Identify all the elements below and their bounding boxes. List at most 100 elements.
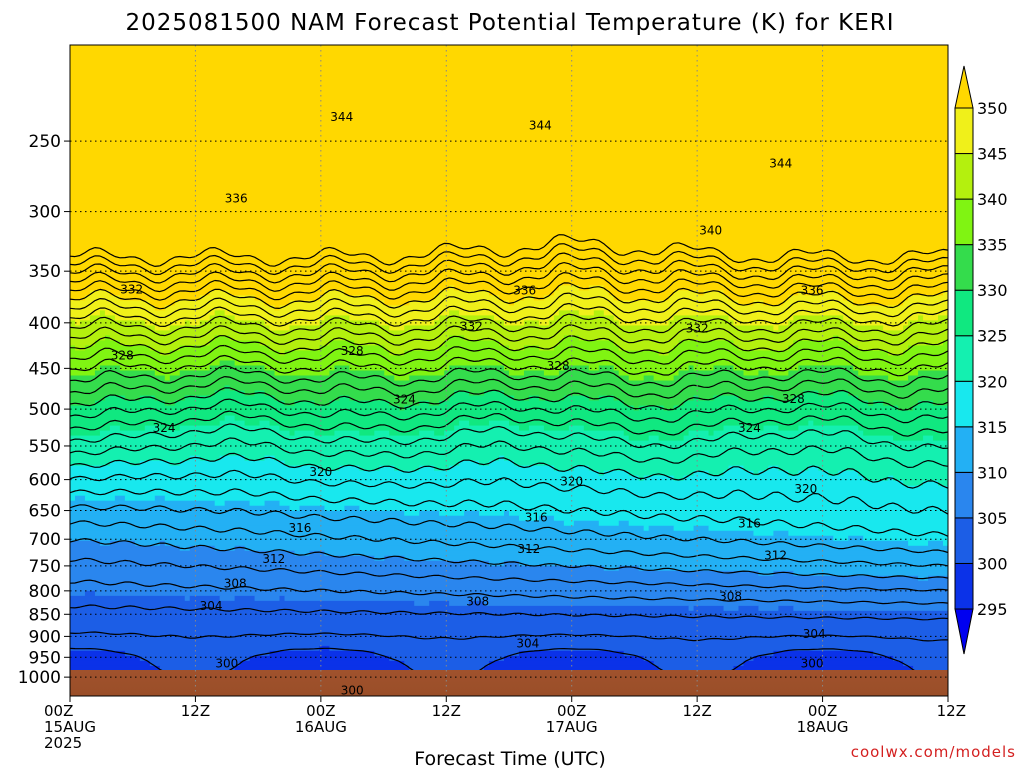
- band-cell: [813, 420, 948, 427]
- band-cell: [184, 320, 191, 327]
- band-cell: [598, 520, 620, 527]
- band-cell: [758, 470, 789, 477]
- band-cell: [70, 635, 948, 642]
- band-cell: [518, 425, 530, 432]
- band-cell: [70, 440, 948, 447]
- band-cell: [384, 555, 405, 562]
- band-cell: [793, 395, 859, 402]
- band-cell: [139, 460, 171, 467]
- band-cell: [833, 535, 849, 542]
- band-cell: [788, 295, 844, 301]
- band-cell: [94, 590, 948, 597]
- band-cell: [763, 300, 784, 306]
- band-cell: [70, 165, 948, 171]
- band-cell: [70, 540, 101, 547]
- band-cell: [538, 320, 550, 327]
- contour-354: [70, 262, 948, 293]
- band-cell: [563, 335, 580, 342]
- band-cell: [70, 210, 948, 216]
- colorbar-segment-340: [954, 153, 974, 200]
- band-cell: [99, 310, 106, 317]
- band-cell: [179, 460, 286, 467]
- band-cell: [818, 465, 948, 472]
- contour-334: [70, 365, 948, 388]
- band-cell: [908, 540, 929, 547]
- band-cell: [70, 325, 156, 332]
- band-cell: [99, 540, 111, 547]
- band-cell: [638, 565, 948, 572]
- band-cell: [583, 425, 725, 432]
- band-cell: [279, 595, 286, 602]
- band-cell: [903, 480, 924, 487]
- band-cell: [464, 335, 565, 342]
- band-cell: [70, 605, 690, 612]
- band-cell: [469, 600, 485, 607]
- band-cell: [538, 345, 555, 352]
- band-cell: [209, 365, 266, 372]
- x-tick-label-24-0: 00Z: [306, 702, 335, 720]
- contour-label-344: 344: [330, 110, 353, 124]
- band-cell: [70, 565, 605, 572]
- contour-label-300: 300: [341, 683, 364, 697]
- band-cell: [294, 400, 316, 407]
- band-cell: [798, 290, 804, 296]
- colorbar-extend-bottom: [954, 608, 974, 655]
- band-cell: [254, 595, 281, 602]
- band-cell: [70, 265, 948, 271]
- band-cell: [404, 555, 948, 562]
- band-cell: [70, 275, 948, 281]
- band-cell: [683, 400, 869, 407]
- band-cell: [688, 430, 710, 437]
- band-cell: [848, 340, 944, 347]
- band-cell: [658, 435, 685, 442]
- band-cell: [489, 660, 655, 667]
- band-cell: [294, 550, 311, 557]
- colorbar-label-310: 310: [977, 463, 1008, 482]
- band-cell: [923, 480, 939, 487]
- band-cell: [84, 590, 96, 597]
- contour-label-336: 336: [801, 284, 824, 298]
- band-cell: [389, 400, 420, 407]
- band-cell: [553, 465, 575, 472]
- band-cell: [768, 465, 779, 472]
- band-cell: [523, 295, 535, 301]
- band-cell: [653, 660, 745, 667]
- band-cell: [70, 225, 948, 231]
- band-cell: [70, 410, 948, 417]
- band-cell: [753, 655, 894, 662]
- band-cell: [743, 370, 760, 377]
- colorbar-label-305: 305: [977, 509, 1008, 528]
- band-cell: [379, 320, 435, 327]
- band-cell: [119, 425, 146, 432]
- band-cell: [713, 365, 735, 372]
- band-cell: [70, 180, 948, 186]
- band-cell: [119, 295, 201, 301]
- band-cell: [838, 335, 948, 342]
- band-cell: [109, 335, 216, 342]
- band-cell: [70, 125, 948, 131]
- y-tick-label-900: 900: [29, 627, 61, 647]
- band-cell: [70, 195, 948, 201]
- band-cell: [329, 340, 355, 347]
- band-cell: [788, 370, 859, 377]
- band-cell: [199, 295, 256, 301]
- band-cell: [873, 400, 884, 407]
- band-cell: [723, 470, 755, 477]
- band-cell: [70, 510, 405, 517]
- band-cell: [269, 650, 375, 657]
- band-cell: [344, 290, 440, 296]
- band-cell: [139, 655, 251, 662]
- band-cell: [70, 405, 400, 412]
- band-cell: [70, 170, 948, 176]
- contour-label-328: 328: [341, 344, 364, 358]
- band-cell: [439, 315, 495, 322]
- band-cell: [70, 485, 948, 492]
- band-cell: [434, 295, 500, 301]
- band-cell: [339, 395, 350, 402]
- band-cell: [773, 325, 779, 332]
- band-cell: [70, 575, 919, 582]
- contour-350: [70, 282, 948, 310]
- band-cell: [454, 285, 560, 291]
- band-cell: [728, 295, 789, 301]
- contour-332: [70, 376, 948, 399]
